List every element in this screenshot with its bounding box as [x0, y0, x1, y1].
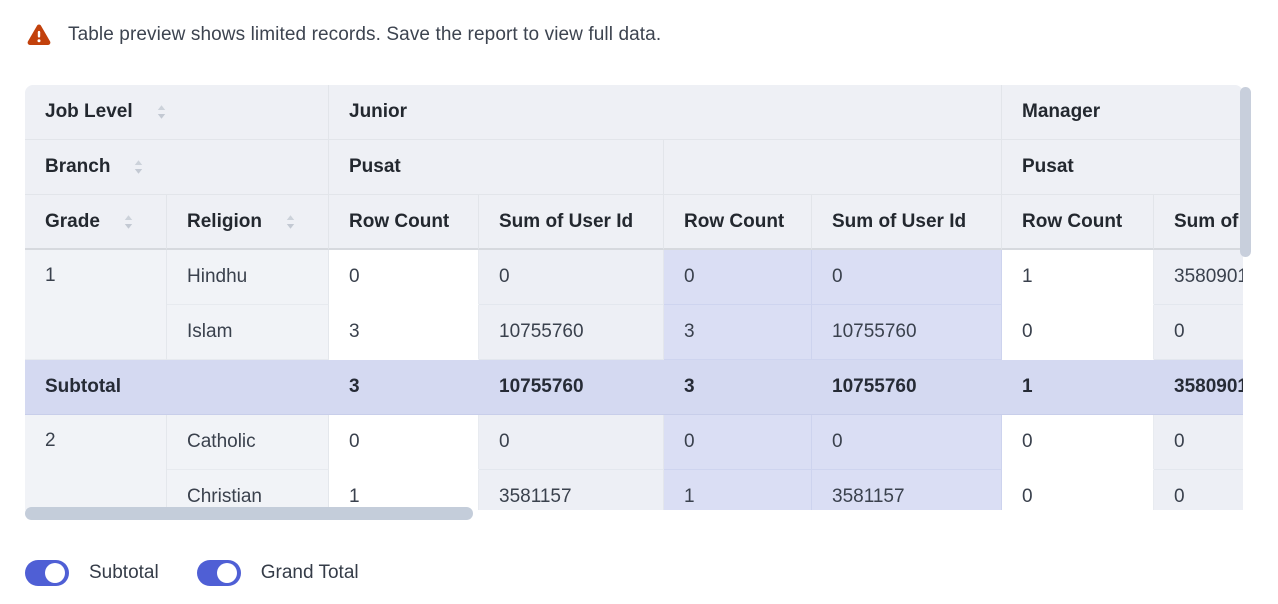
subtotal-row: Subtotal 3 10755760 3 10755760 1 3580901 — [25, 360, 1243, 415]
sort-arrows-icon[interactable] — [122, 214, 135, 230]
value-cell: 0 — [1154, 305, 1243, 360]
header-religion[interactable]: Religion — [167, 195, 329, 250]
table-row-islam: Islam 3 10755760 3 10755760 0 0 — [25, 305, 1243, 360]
header-branch-blank — [664, 140, 1002, 195]
pivot-table: Job Level Junior Manager — [25, 85, 1243, 510]
value-cell: 3 — [664, 305, 812, 360]
switch-knob — [216, 563, 237, 583]
header-row-job-level: Job Level Junior Manager — [25, 85, 1243, 140]
header-row-count-2: Row Count — [664, 195, 812, 250]
header-branch-pusat-junior: Pusat — [329, 140, 664, 195]
subtotal-switch[interactable] — [25, 560, 69, 586]
value-cell: 0 — [1154, 470, 1243, 510]
value-cell: 0 — [812, 250, 1002, 305]
value-cell: 3580901 — [1154, 360, 1243, 415]
header-row-count-3: Row Count — [1002, 195, 1154, 250]
horizontal-scrollbar-thumb[interactable] — [25, 507, 473, 520]
value-cell: 0 — [812, 415, 1002, 470]
header-row-count-1: Row Count — [329, 195, 479, 250]
table-options: Subtotal Grand Total — [25, 560, 1278, 586]
header-manager: Manager — [1002, 85, 1243, 140]
value-cell: 1 — [1002, 360, 1154, 415]
vertical-scrollbar-thumb[interactable] — [1240, 87, 1251, 257]
value-cell: 3581157 — [479, 470, 664, 510]
header-row-branch: Branch Pusat Pusat — [25, 140, 1243, 195]
value-cell: 1 — [329, 470, 479, 510]
header-religion-label: Religion — [187, 210, 262, 232]
table-row-hindhu: 1 Hindhu 0 0 0 0 1 3580901 — [25, 250, 1243, 360]
table-row-christian: Christian 1 3581157 1 3581157 0 0 — [25, 470, 1243, 510]
toggle-grand-total[interactable]: Grand Total — [196, 560, 359, 586]
value-cell: 0 — [1154, 415, 1243, 470]
value-cell: 0 — [479, 250, 664, 305]
toggle-label: Grand Total — [260, 562, 359, 583]
value-cell: 0 — [664, 415, 812, 470]
value-cell: 10755760 — [812, 305, 1002, 360]
value-cell: 0 — [479, 415, 664, 470]
religion-cell: Catholic — [167, 415, 329, 470]
header-job-level-label: Job Level — [45, 101, 133, 122]
switch-knob — [45, 563, 65, 583]
toggle-subtotal[interactable]: Subtotal — [25, 560, 159, 586]
header-grade[interactable]: Grade — [25, 195, 167, 250]
value-cell: 0 — [329, 415, 479, 470]
value-cell: 1 — [664, 470, 812, 510]
subtotal-label: Subtotal — [25, 360, 329, 415]
value-cell: 0 — [1002, 305, 1154, 360]
value-cell: 0 — [329, 250, 479, 305]
header-branch-pusat-manager: Pusat — [1002, 140, 1243, 195]
header-sum-user-id-3: Sum of User Id — [1154, 195, 1243, 250]
sort-arrows-icon[interactable] — [132, 159, 145, 175]
header-job-level[interactable]: Job Level — [25, 85, 329, 140]
pivot-table-viewport: Job Level Junior Manager — [25, 85, 1243, 510]
sort-arrows-icon[interactable] — [284, 214, 297, 230]
value-cell: 3 — [664, 360, 812, 415]
warning-triangle-icon — [27, 24, 51, 45]
value-cell: 10755760 — [479, 305, 664, 360]
table-row-catholic: 2 Catholic 0 0 0 0 0 0 — [25, 415, 1243, 510]
value-cell: 0 — [1002, 470, 1154, 510]
header-sum-user-id-2: Sum of User Id — [812, 195, 1002, 250]
religion-cell: Islam — [167, 305, 329, 360]
header-row-measures: Grade Religion — [25, 195, 1243, 250]
header-branch[interactable]: Branch — [25, 140, 329, 195]
value-cell: 0 — [1002, 415, 1154, 470]
value-cell: 1 — [1002, 250, 1154, 305]
grade-cell: 2 — [25, 415, 167, 510]
sort-arrows-icon[interactable] — [155, 104, 168, 120]
value-cell: 10755760 — [479, 360, 664, 415]
toggle-label: Subtotal — [89, 562, 159, 583]
header-junior: Junior — [329, 85, 1002, 140]
grand-total-switch[interactable] — [196, 560, 241, 586]
value-cell: 0 — [664, 250, 812, 305]
pivot-table-container: Job Level Junior Manager — [25, 85, 1251, 520]
header-sum-user-id-1: Sum of User Id — [479, 195, 664, 250]
warning-text: Table preview shows limited records. Sav… — [68, 23, 662, 45]
header-branch-label: Branch — [45, 156, 111, 177]
value-cell: 3 — [329, 360, 479, 415]
warning-banner: Table preview shows limited records. Sav… — [0, 0, 1278, 52]
header-grade-label: Grade — [45, 210, 100, 232]
religion-cell: Christian — [167, 470, 329, 510]
value-cell: 3 — [329, 305, 479, 360]
value-cell: 3581157 — [812, 470, 1002, 510]
religion-cell: Hindhu — [167, 250, 329, 305]
value-cell: 10755760 — [812, 360, 1002, 415]
grade-cell: 1 — [25, 250, 167, 360]
value-cell: 3580901 — [1154, 250, 1243, 305]
